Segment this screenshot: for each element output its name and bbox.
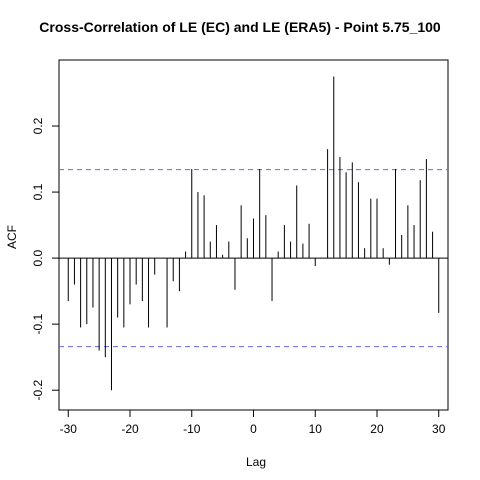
- y-tick-label: -0.2: [31, 380, 45, 401]
- x-tick-label: -10: [183, 422, 201, 436]
- x-tick-label: 30: [432, 422, 446, 436]
- x-tick-label: 10: [309, 422, 323, 436]
- x-axis-label: Lag: [246, 455, 266, 469]
- y-tick-label: 0.0: [31, 249, 45, 266]
- chart-marks: -30 -20 -10 0 10 20 30 -0.2 -0.1 0.0 0.1 0.2: [31, 76, 448, 436]
- x-tick-label: -20: [121, 422, 139, 436]
- x-tick-label: 0: [250, 422, 257, 436]
- x-tick-label: -30: [60, 422, 78, 436]
- y-tick-label: -0.1: [31, 313, 45, 334]
- y-tick-label: 0.1: [31, 183, 45, 200]
- y-tick-label: 0.2: [31, 117, 45, 134]
- y-axis-label: ACF: [5, 225, 19, 249]
- x-tick-label: 20: [370, 422, 384, 436]
- chart-title: Cross-Correlation of LE (EC) and LE (ERA…: [39, 19, 441, 35]
